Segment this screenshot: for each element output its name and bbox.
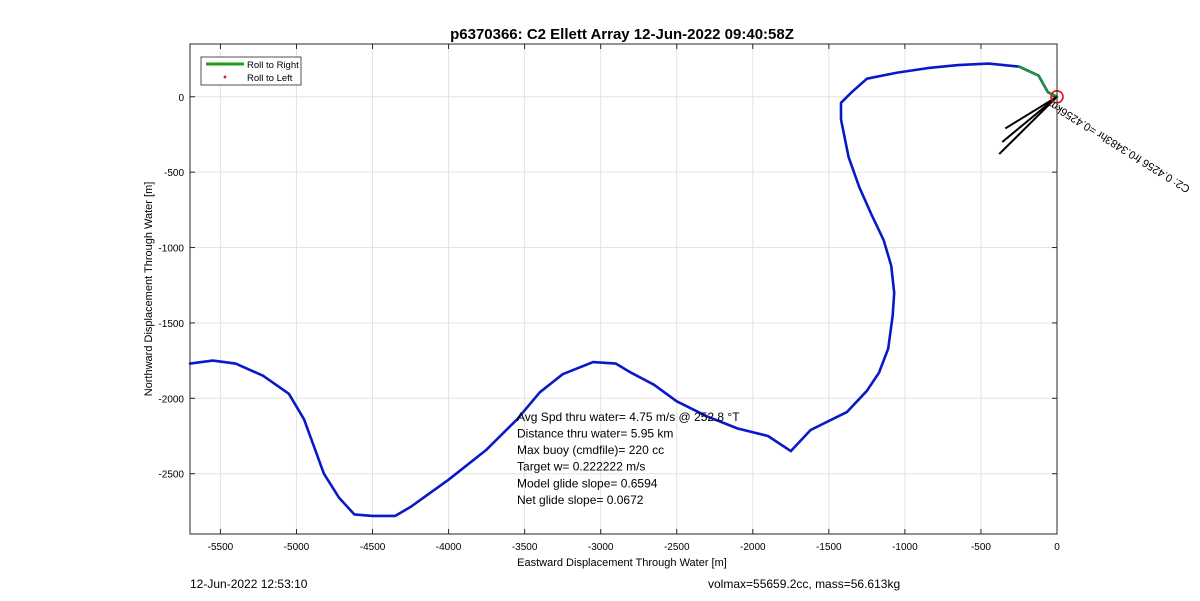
stats-annotation: Avg Spd thru water= 4.75 m/s @ 252.8 °T [517, 410, 740, 424]
x-tick-label: -3000 [588, 542, 614, 553]
x-tick-label: -2000 [740, 542, 766, 553]
y-tick-label: -500 [164, 168, 184, 179]
x-tick-label: -1500 [816, 542, 842, 553]
rotated-distance-label: C2: 0.4256 fr0.3483hr =0.4256km [1046, 97, 1192, 195]
x-tick-label: -5500 [208, 542, 234, 553]
x-tick-label: -4000 [436, 542, 462, 553]
y-tick-label: 0 [178, 93, 184, 104]
legend-label-roll-right: Roll to Right [247, 60, 299, 71]
y-tick-label: -1500 [158, 319, 184, 330]
legend-label-roll-left: Roll to Left [247, 73, 293, 84]
glider-track-line [188, 62, 1059, 518]
x-tick-label: -500 [971, 542, 991, 553]
stats-annotation: Net glide slope= 0.0672 [517, 493, 644, 507]
current-vector-line [998, 96, 1058, 155]
x-axis-label: Eastward Displacement Through Water [m] [517, 557, 727, 569]
footer-timestamp: 12-Jun-2022 12:53:10 [190, 577, 308, 591]
y-tick-label: -2500 [158, 470, 184, 481]
legend: Roll to Right Roll to Left [200, 56, 302, 86]
x-tick-label: -1000 [892, 542, 918, 553]
stats-annotation: Target w= 0.222222 m/s [517, 460, 645, 474]
x-tick-label: -4500 [360, 542, 386, 553]
data-layer [188, 62, 1064, 518]
footer-info: volmax=55659.2cc, mass=56.613kg [708, 577, 901, 591]
y-axis-label: Northward Displacement Through Water [m] [143, 182, 155, 397]
stats-annotation: Distance thru water= 5.95 km [517, 427, 673, 441]
stats-annotation: Max buoy (cmdfile)= 220 cc [517, 443, 664, 457]
x-tick-label: 0 [1054, 542, 1060, 553]
x-tick-label: -5000 [284, 542, 310, 553]
x-tick-label: -3500 [512, 542, 538, 553]
stats-annotation: Model glide slope= 0.6594 [517, 476, 658, 490]
current-vector-line [1001, 95, 1058, 143]
x-tick-label: -2500 [664, 542, 690, 553]
chart-title: p6370366: C2 Ellett Array 12-Jun-2022 09… [450, 26, 794, 43]
axis-ticks: -5500 -5000 -4500 -4000 -3500 -3000 -2500 -2000… [158, 44, 1060, 553]
grid-lines [190, 44, 1058, 534]
plot-area: C2: 0.4256 fr0.3483hr =0.4256km Avg Spd t… [158, 43, 1192, 553]
y-tick-label: -1000 [158, 244, 184, 255]
plot-frame [189, 43, 1058, 535]
legend-swatch-roll-left [223, 75, 227, 79]
current-vector-line [1004, 95, 1058, 130]
legend-box [200, 56, 302, 86]
roll-right-segment [1018, 65, 1058, 98]
plot-background [190, 44, 1057, 534]
y-tick-label: -2000 [158, 394, 184, 405]
